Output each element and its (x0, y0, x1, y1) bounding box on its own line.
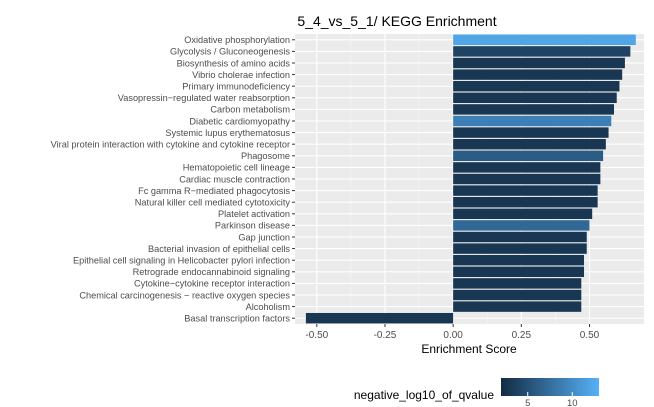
category-label: Carbon metabolism (210, 105, 290, 115)
category-label: Parkinson disease (215, 221, 290, 231)
legend-colorbar (501, 378, 599, 396)
bar (305, 312, 454, 324)
bar (453, 92, 617, 104)
category-label: Natural killer cell mediated cytotoxicit… (135, 198, 291, 208)
x-tick-label: 0.00 (443, 330, 463, 341)
x-axis-ticks: -0.50 -0.25 0.00 0.25 0.50 (305, 324, 600, 341)
category-label: Phagosome (241, 151, 290, 161)
bars (305, 34, 636, 324)
bar (453, 57, 625, 69)
bar (453, 185, 598, 196)
x-tick-label: 0.25 (512, 330, 532, 341)
x-tick-label: -0.50 (305, 330, 328, 341)
bar (453, 104, 615, 115)
category-label: Primary immunodeficiency (182, 82, 290, 92)
category-label: Cytokine−cytokine receptor interaction (134, 279, 290, 289)
legend-tick-label: 10 (567, 398, 578, 407)
bar (453, 173, 601, 185)
category-label: Glycolysis / Gluconeogenesis (170, 47, 290, 57)
category-label: Epithelial cell signaling in Helicobacte… (73, 256, 290, 266)
bar (453, 115, 612, 127)
bar (453, 150, 604, 162)
bar (453, 80, 620, 92)
legend-tick-label: 5 (525, 398, 530, 407)
legend-ticks: 5 10 (525, 392, 578, 407)
category-labels: Oxidative phosphorylation Glycolysis / Gl… (51, 35, 295, 324)
bar (453, 208, 593, 220)
legend-title: negative_log10_of_qvalue (354, 388, 494, 402)
category-label: Alcoholism (246, 302, 291, 312)
category-label: Systemic lupus erythematosus (165, 128, 290, 138)
bar (453, 69, 623, 80)
bar (453, 266, 585, 278)
chart-title: 5_4_vs_5_1/ KEGG Enrichment (297, 13, 496, 29)
bar (453, 289, 582, 301)
category-label: Basal transcription factors (184, 314, 290, 324)
bar (453, 196, 598, 208)
category-label: Oxidative phosphorylation (184, 35, 290, 45)
category-label: Diabetic cardiomyopathy (189, 116, 290, 126)
x-axis-label: Enrichment Score (421, 342, 517, 356)
category-label: Fc gamma R−mediated phagocytosis (138, 186, 290, 196)
x-tick-label: -0.25 (374, 330, 397, 341)
x-tick-label: 0.50 (580, 330, 600, 341)
bar (453, 301, 582, 312)
bar (453, 254, 585, 266)
category-label: Retrograde endocannabinoid signaling (133, 267, 290, 277)
bar (453, 243, 587, 254)
bar (453, 231, 587, 243)
bar (453, 46, 631, 57)
category-label: Bacterial invasion of epithelial cells (148, 244, 290, 254)
category-label: Vibrio cholerae infection (192, 70, 290, 80)
bar (453, 278, 582, 289)
bar (453, 34, 636, 46)
bar (453, 127, 609, 138)
category-label: Cardiac muscle contraction (179, 174, 290, 184)
bar (453, 162, 601, 173)
category-label: Chemical carcinogenesis − reactive oxyge… (79, 290, 290, 300)
bar (453, 138, 606, 150)
bar (453, 220, 590, 231)
category-label: Viral protein interaction with cytokine … (51, 140, 290, 150)
color-legend: negative_log10_of_qvalue 5 10 (354, 378, 599, 407)
category-label: Biosynthesis of amino acids (177, 58, 291, 68)
category-label: Platelet activation (218, 209, 290, 219)
category-label: Gap junction (238, 232, 290, 242)
category-label: Vasopressin−regulated water reabsorption (118, 93, 290, 103)
category-label: Hematopoietic cell lineage (183, 163, 290, 173)
